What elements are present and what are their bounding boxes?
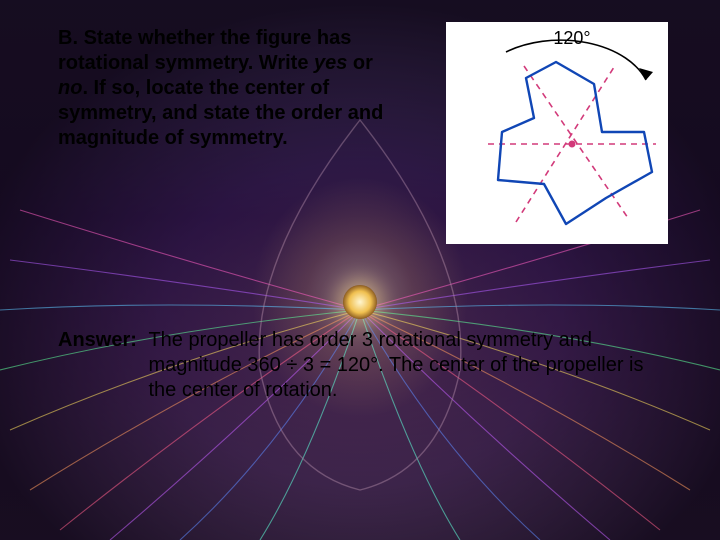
answer-block: Answer: The propeller has order 3 rotati… xyxy=(58,328,662,403)
question-text: B. State whether the figure has rotation… xyxy=(58,26,393,151)
question-part1: State whether the figure has rotational … xyxy=(58,27,351,74)
angle-label: 120° xyxy=(553,28,590,48)
question-block: B. State whether the figure has rotation… xyxy=(58,26,662,151)
question-label: B. xyxy=(58,27,78,49)
question-part2: . If so, locate the center of symmetry, … xyxy=(58,77,383,149)
figure-box: 120° xyxy=(446,22,668,244)
answer-label: Answer: xyxy=(58,328,137,353)
slide-content: B. State whether the figure has rotation… xyxy=(0,0,720,540)
question-or: or xyxy=(347,52,373,74)
answer-body: The propeller has order 3 rotational sym… xyxy=(148,328,648,403)
question-italic-no: no xyxy=(58,77,82,99)
center-dot xyxy=(569,141,576,148)
figure-svg: 120° xyxy=(446,22,668,244)
question-italic-yes: yes xyxy=(314,52,347,74)
